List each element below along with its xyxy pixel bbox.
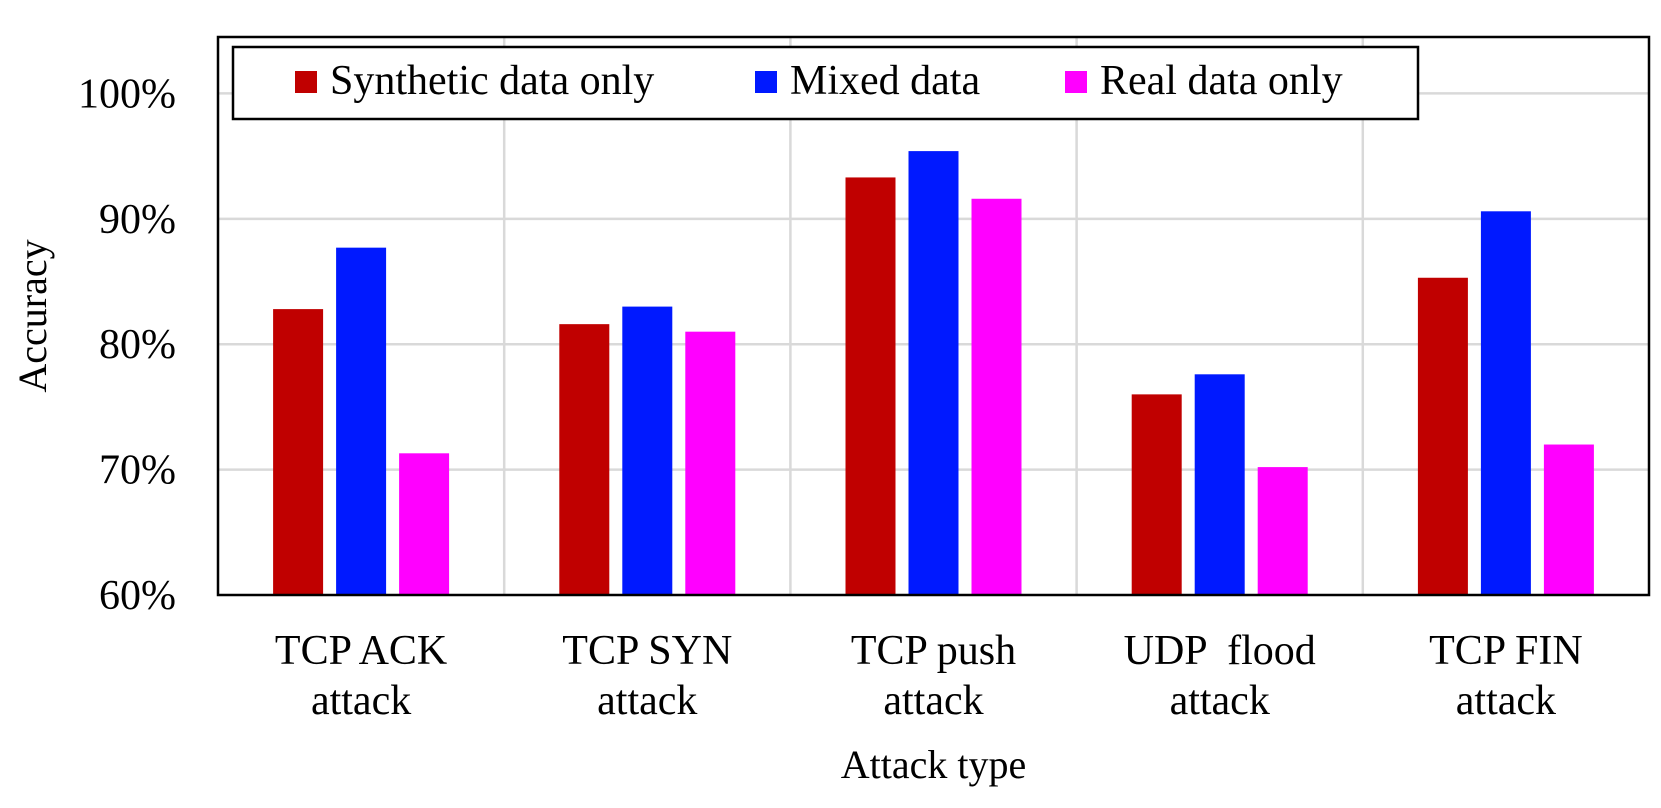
legend-label-real-data-only: Real data only (1100, 58, 1343, 104)
y-tick-label: 80% (99, 322, 176, 368)
legend-swatch-real-data-only (1065, 71, 1087, 93)
x-tick-label: TCP FIN (1429, 628, 1583, 674)
bar-real-data-only (1543, 444, 1594, 595)
bar-synthetic-data-only (1131, 394, 1182, 595)
legend-box (231, 45, 1420, 121)
bar-mixed-data (622, 306, 673, 595)
x-tick-label: attack (311, 678, 411, 724)
x-tick-label: TCP push (851, 628, 1016, 674)
legend-label-mixed-data: Mixed data (790, 58, 980, 104)
x-axis-label: Attack type (841, 742, 1027, 787)
y-tick-label: 60% (99, 573, 176, 619)
bar-real-data-only (971, 198, 1022, 595)
y-tick-label: 90% (99, 197, 176, 243)
x-tick-label: UDP flood (1124, 628, 1316, 674)
bar-synthetic-data-only (1417, 277, 1468, 595)
bar-synthetic-data-only (273, 309, 324, 595)
bar-mixed-data (336, 247, 387, 595)
bar-real-data-only (1257, 467, 1308, 595)
legend-swatch-synthetic-data-only (295, 71, 317, 93)
bar-mixed-data (908, 151, 959, 596)
x-tick-label: attack (597, 678, 697, 724)
y-axis-ticks: 60% 70% 80% 90% 100% (78, 71, 176, 619)
x-tick-label: attack (1170, 678, 1270, 724)
x-tick-label: TCP ACK (275, 628, 447, 674)
plot-frame (216, 35, 1651, 597)
bar-synthetic-data-only (559, 324, 610, 595)
bar-real-data-only (399, 453, 450, 595)
y-tick-label: 100% (78, 71, 176, 117)
bars (273, 151, 1594, 596)
bar-mixed-data (1194, 374, 1245, 595)
x-tick-label: attack (1456, 678, 1556, 724)
legend: Synthetic data only Mixed data Real data o… (231, 45, 1420, 121)
x-tick-label: attack (883, 678, 983, 724)
bar-real-data-only (685, 331, 736, 595)
bar-mixed-data (1480, 211, 1531, 595)
y-axis-label: Accuracy (10, 239, 55, 392)
legend-label-synthetic-data-only: Synthetic data only (330, 58, 654, 104)
x-tick-label: TCP SYN (562, 628, 732, 674)
bar-synthetic-data-only (845, 177, 896, 596)
y-tick-label: 70% (99, 448, 176, 494)
legend-swatch-mixed-data (755, 71, 777, 93)
